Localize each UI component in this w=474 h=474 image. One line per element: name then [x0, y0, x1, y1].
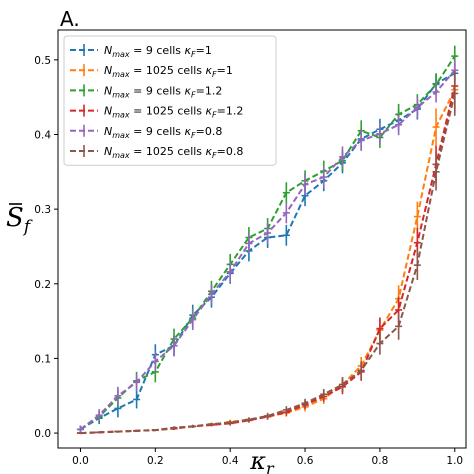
legend-box: [63, 35, 277, 166]
y-axis-label: Sf: [6, 203, 33, 237]
legend: Nmax = 9 cells κF=1 Nmax = 1025 cells κF=…: [63, 35, 277, 166]
y-tick-label: 0.5: [34, 55, 51, 67]
x-tick-label: 0.4: [222, 455, 239, 467]
axis-ticks: 0.0 0.2 0.4 0.6 0.8 1.0 0.0 0.1 0.2 0.3 0.4 0.5: [34, 55, 463, 467]
legend-item: Nmax = 1025 cells κF=0.8: [70, 145, 243, 160]
legend-label: Nmax = 9 cells κF=1.2: [104, 84, 222, 99]
series-line: [80, 89, 456, 435]
legend-label: Nmax = 1025 cells κF=0.8: [104, 145, 243, 160]
legend-label: Nmax = 1025 cells κF=1: [104, 64, 233, 79]
legend-item: Nmax = 9 cells κF=1: [70, 44, 212, 59]
x-tick-label: 0.8: [372, 455, 389, 467]
x-axis-label: κr: [249, 447, 275, 474]
x-tick-label: 0.2: [147, 455, 164, 467]
axes-frame: [57, 29, 467, 449]
series-line: [80, 93, 456, 435]
x-tick-label: 0.0: [72, 455, 89, 467]
y-tick-label: 0.4: [34, 130, 51, 142]
legend-label: Nmax = 9 cells κF=1: [104, 44, 212, 59]
legend-label: Nmax = 1025 cells κF=1.2: [104, 105, 243, 120]
series-5: [76, 59, 459, 434]
plot-area: [76, 45, 459, 435]
x-tick-label: 1.0: [446, 455, 463, 467]
series-6: [76, 71, 459, 435]
legend-item: Nmax = 9 cells κF=1.2: [70, 84, 222, 99]
legend-item: Nmax = 1025 cells κF=1.2: [70, 104, 243, 120]
legend-item: Nmax = 9 cells κF=0.8: [70, 124, 222, 140]
legend-label: Nmax = 9 cells κF=0.8: [104, 125, 222, 140]
x-tick-label: 0.6: [297, 455, 314, 467]
panel-label: A.: [60, 7, 80, 31]
y-tick-label: 0.1: [34, 353, 51, 365]
legend-item: Nmax = 1025 cells κF=1: [70, 64, 233, 79]
y-tick-label: 0.0: [34, 428, 51, 440]
y-tick-label: 0.3: [34, 204, 51, 216]
y-tick-label: 0.2: [34, 279, 51, 291]
